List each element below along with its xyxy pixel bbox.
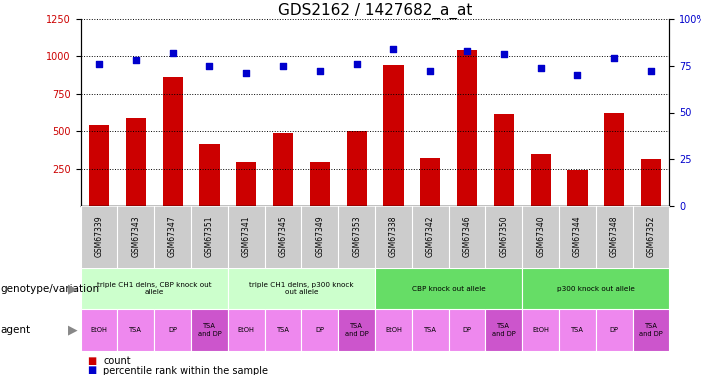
Bar bbox=[567, 170, 587, 206]
Point bbox=[278, 63, 289, 69]
Text: GSM67345: GSM67345 bbox=[278, 216, 287, 257]
Text: CBP knock out allele: CBP knock out allele bbox=[411, 286, 486, 292]
Text: GSM67352: GSM67352 bbox=[646, 216, 655, 257]
Text: GSM67346: GSM67346 bbox=[463, 216, 472, 257]
Point bbox=[351, 61, 362, 67]
Bar bbox=[531, 154, 551, 206]
Text: ▶: ▶ bbox=[68, 324, 78, 336]
Text: EtOH: EtOH bbox=[532, 327, 549, 333]
Text: TSA
and DP: TSA and DP bbox=[639, 324, 663, 336]
Point bbox=[314, 68, 325, 74]
Bar bbox=[641, 159, 661, 206]
Bar bbox=[375, 309, 412, 351]
Point bbox=[572, 72, 583, 78]
Text: TSA
and DP: TSA and DP bbox=[345, 324, 369, 336]
Text: triple CH1 delns, p300 knock
out allele: triple CH1 delns, p300 knock out allele bbox=[249, 282, 354, 295]
Bar bbox=[163, 77, 183, 206]
Bar bbox=[494, 114, 514, 206]
Bar bbox=[154, 309, 191, 351]
Bar bbox=[125, 118, 146, 206]
Bar bbox=[375, 268, 522, 309]
Point bbox=[167, 50, 178, 55]
Point bbox=[608, 55, 620, 61]
Text: GSM67350: GSM67350 bbox=[499, 216, 508, 257]
Bar bbox=[191, 309, 228, 351]
Text: GSM67349: GSM67349 bbox=[315, 216, 325, 257]
Text: EtOH: EtOH bbox=[90, 327, 107, 333]
Bar bbox=[346, 130, 367, 206]
Bar bbox=[604, 112, 625, 206]
Bar bbox=[236, 162, 257, 206]
Bar bbox=[420, 158, 440, 206]
Bar bbox=[449, 309, 485, 351]
Bar bbox=[81, 268, 228, 309]
Text: GSM67339: GSM67339 bbox=[95, 216, 104, 257]
Text: TSA
and DP: TSA and DP bbox=[492, 324, 516, 336]
Text: ■: ■ bbox=[88, 366, 97, 375]
Text: GSM67342: GSM67342 bbox=[426, 216, 435, 257]
Text: TSA: TSA bbox=[277, 327, 290, 333]
Text: ▶: ▶ bbox=[68, 282, 78, 295]
Text: DP: DP bbox=[610, 327, 619, 333]
Point bbox=[93, 61, 104, 67]
Bar bbox=[522, 268, 669, 309]
Text: triple CH1 delns, CBP knock out
allele: triple CH1 delns, CBP knock out allele bbox=[97, 282, 212, 295]
Text: EtOH: EtOH bbox=[385, 327, 402, 333]
Text: GSM67341: GSM67341 bbox=[242, 216, 251, 257]
Text: TSA: TSA bbox=[424, 327, 437, 333]
Text: DP: DP bbox=[168, 327, 177, 333]
Text: GSM67344: GSM67344 bbox=[573, 216, 582, 257]
Bar bbox=[485, 309, 522, 351]
Bar bbox=[199, 144, 219, 206]
Text: EtOH: EtOH bbox=[238, 327, 254, 333]
Bar bbox=[457, 50, 477, 206]
Bar bbox=[118, 309, 154, 351]
Point bbox=[240, 70, 252, 76]
Bar bbox=[273, 133, 293, 206]
Text: GSM67351: GSM67351 bbox=[205, 216, 214, 257]
Point bbox=[425, 68, 436, 74]
Bar bbox=[301, 309, 338, 351]
Bar bbox=[89, 125, 109, 206]
Text: GSM67348: GSM67348 bbox=[610, 216, 619, 257]
Point bbox=[535, 64, 546, 70]
Bar bbox=[310, 162, 330, 206]
Bar bbox=[522, 309, 559, 351]
Text: TSA: TSA bbox=[571, 327, 584, 333]
Text: percentile rank within the sample: percentile rank within the sample bbox=[103, 366, 268, 375]
Bar bbox=[265, 309, 301, 351]
Text: GSM67353: GSM67353 bbox=[352, 216, 361, 257]
Point bbox=[646, 68, 657, 74]
Bar bbox=[559, 309, 596, 351]
Point bbox=[498, 51, 510, 57]
Point bbox=[130, 57, 142, 63]
Bar bbox=[383, 65, 404, 206]
Point bbox=[461, 48, 472, 54]
Text: GSM67338: GSM67338 bbox=[389, 216, 398, 257]
Text: TSA
and DP: TSA and DP bbox=[198, 324, 222, 336]
Title: GDS2162 / 1427682_a_at: GDS2162 / 1427682_a_at bbox=[278, 3, 472, 19]
Text: count: count bbox=[103, 356, 130, 366]
Text: agent: agent bbox=[1, 325, 31, 335]
Text: DP: DP bbox=[463, 327, 472, 333]
Text: DP: DP bbox=[315, 327, 325, 333]
Text: ■: ■ bbox=[88, 356, 97, 366]
Bar bbox=[412, 309, 449, 351]
Text: GSM67340: GSM67340 bbox=[536, 216, 545, 257]
Bar bbox=[228, 268, 375, 309]
Text: p300 knock out allele: p300 knock out allele bbox=[557, 286, 635, 292]
Text: GSM67343: GSM67343 bbox=[131, 216, 140, 257]
Point bbox=[388, 46, 399, 52]
Point bbox=[204, 63, 215, 69]
Bar bbox=[596, 309, 632, 351]
Text: TSA: TSA bbox=[130, 327, 142, 333]
Text: GSM67347: GSM67347 bbox=[168, 216, 177, 257]
Bar bbox=[81, 309, 118, 351]
Bar bbox=[228, 309, 265, 351]
Bar bbox=[632, 309, 669, 351]
Text: genotype/variation: genotype/variation bbox=[1, 284, 100, 294]
Bar bbox=[338, 309, 375, 351]
